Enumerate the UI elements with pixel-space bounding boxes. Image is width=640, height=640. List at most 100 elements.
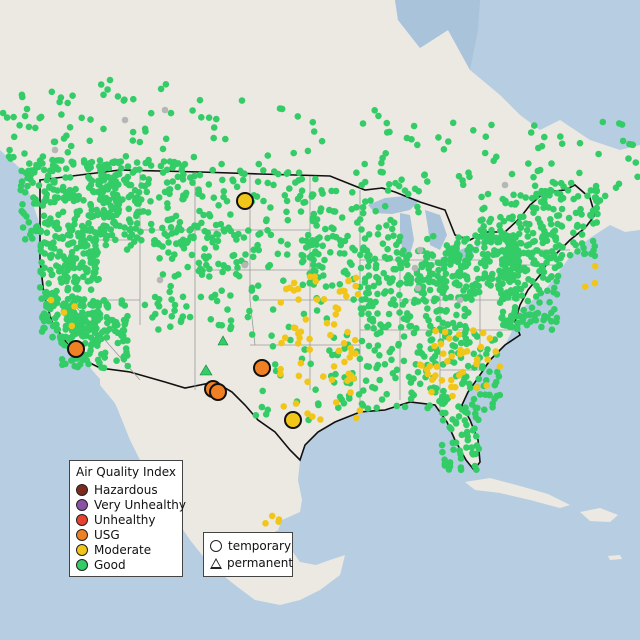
sensor-good-583[interactable] — [122, 345, 130, 352]
sensor-good-453[interactable] — [83, 242, 91, 249]
sensor-good-953[interactable] — [415, 208, 422, 216]
sensor-good-1382[interactable] — [504, 239, 512, 246]
sensor-good-1815[interactable] — [369, 383, 376, 391]
sensor-good-1796[interactable] — [416, 343, 424, 350]
sensor-good-1194[interactable] — [429, 252, 437, 259]
sensor-good-601[interactable] — [189, 179, 196, 186]
sensor-good-842[interactable] — [284, 216, 292, 224]
sensor-good-605[interactable] — [147, 220, 155, 228]
sensor-good-900[interactable] — [372, 207, 380, 215]
sensor-good-708[interactable] — [133, 234, 141, 241]
sensor-good-1009[interactable] — [401, 187, 409, 194]
sensor-good-1932[interactable] — [189, 107, 196, 114]
sensor-good-561[interactable] — [96, 359, 103, 367]
sensor-good-201[interactable] — [24, 174, 31, 182]
sensor-good-864[interactable] — [271, 168, 278, 175]
sensor-moderate-51[interactable] — [346, 354, 354, 361]
sensor-good-2013[interactable] — [410, 122, 418, 130]
sensor-good-59[interactable] — [112, 236, 119, 244]
sensor-good-1277[interactable] — [452, 257, 460, 265]
sensor-good-597[interactable] — [118, 297, 126, 304]
sensor-good-1787[interactable] — [452, 418, 460, 426]
sensor-good-1904[interactable] — [39, 153, 47, 160]
sensor-good-1506[interactable] — [543, 237, 551, 244]
sensor-good-883[interactable] — [297, 208, 305, 215]
sensor-good-840[interactable] — [274, 250, 282, 258]
sensor-good-1415[interactable] — [510, 191, 517, 199]
sensor-good-590[interactable] — [104, 304, 112, 311]
sensor-good-1336[interactable] — [448, 252, 456, 260]
sensor-good-835[interactable] — [201, 245, 208, 252]
sensor-moderate-75[interactable] — [437, 340, 445, 348]
sensor-good-791[interactable] — [207, 316, 215, 323]
sensor-good-719[interactable] — [195, 186, 202, 193]
sensor-good-742[interactable] — [166, 288, 173, 296]
sensor-good-189[interactable] — [18, 167, 25, 175]
sensor-good-1666[interactable] — [491, 395, 498, 403]
sensor-moderate-58[interactable] — [328, 376, 336, 384]
sensor-good-896[interactable] — [286, 185, 293, 192]
sensor-good-1619[interactable] — [518, 292, 526, 299]
sensor-good-684[interactable] — [145, 156, 152, 164]
sensor-good-1167[interactable] — [369, 318, 377, 325]
sensor-good-1010[interactable] — [390, 232, 397, 239]
sensor-good-1090[interactable] — [407, 322, 415, 330]
sensor-good-1953[interactable] — [632, 159, 640, 166]
sensor-good-1876[interactable] — [147, 109, 155, 117]
sensor-good-1851[interactable] — [374, 342, 382, 349]
sensor-good-731[interactable] — [168, 313, 176, 320]
sensor-good-1112[interactable] — [414, 298, 422, 305]
sensor-moderate-82[interactable] — [444, 358, 451, 365]
sensor-good-134[interactable] — [24, 182, 31, 190]
sensor-good-1857[interactable] — [356, 355, 364, 363]
sensor-good-1425[interactable] — [564, 187, 572, 194]
sensor-moderate-97[interactable] — [441, 328, 449, 336]
sensor-good-868[interactable] — [310, 210, 318, 218]
sensor-good-890[interactable] — [267, 204, 274, 211]
sensor-good-898[interactable] — [267, 231, 275, 239]
sensor-good-665[interactable] — [137, 208, 144, 216]
sensor-moderate-119[interactable] — [268, 512, 276, 520]
sensor-good-1757[interactable] — [457, 464, 465, 471]
sensor-good-1891[interactable] — [129, 128, 137, 136]
sensor-good-431[interactable] — [54, 253, 62, 260]
sensor-moderate-64[interactable] — [353, 414, 360, 422]
sensor-good-1679[interactable] — [489, 404, 496, 411]
sensor-good-761[interactable] — [148, 227, 156, 234]
sensor-good-1710[interactable] — [429, 355, 436, 363]
sensor-good-1809[interactable] — [360, 387, 367, 394]
sensor-good-2048[interactable] — [280, 277, 287, 285]
sensor-good-1976[interactable] — [531, 182, 539, 190]
sensor-good-1912[interactable] — [19, 93, 26, 101]
sensor-good-628[interactable] — [102, 241, 110, 249]
sensor-good-1911[interactable] — [64, 99, 71, 107]
sensor-good-1326[interactable] — [494, 282, 502, 289]
sensor-good-438[interactable] — [43, 289, 51, 297]
sensor-moderate-50[interactable] — [332, 311, 340, 318]
sensor-good-885[interactable] — [233, 183, 241, 191]
sensor-good-1482[interactable] — [542, 252, 550, 260]
sensor-good-1114[interactable] — [425, 317, 432, 324]
sensor-good-1424[interactable] — [484, 190, 492, 198]
sensor-good-478[interactable] — [73, 284, 81, 292]
sensor-moderate-8[interactable] — [317, 416, 324, 423]
sensor-good-1988[interactable] — [541, 133, 548, 141]
sensor-good-1790[interactable] — [400, 333, 408, 340]
sensor-good-866[interactable] — [264, 227, 271, 234]
sensor-moderate-106[interactable] — [463, 348, 471, 355]
sensor-good-2057[interactable] — [269, 343, 277, 350]
sensor-good-456[interactable] — [70, 264, 78, 272]
sensor-good-700[interactable] — [174, 183, 181, 191]
sensor-good-1331[interactable] — [453, 279, 460, 286]
sensor-good-787[interactable] — [151, 240, 158, 248]
sensor-good-206[interactable] — [75, 192, 82, 200]
sensor-inactive-8[interactable] — [121, 116, 129, 124]
sensor-good-98[interactable] — [72, 185, 79, 193]
sensor-good-381[interactable] — [80, 250, 87, 257]
sensor-good-823[interactable] — [292, 179, 299, 186]
sensor-good-1922[interactable] — [371, 107, 379, 114]
sensor-good-190[interactable] — [40, 212, 48, 220]
sensor-good-470[interactable] — [93, 246, 100, 254]
sensor-good-1060[interactable] — [433, 308, 440, 315]
sensor-good-1905[interactable] — [7, 155, 14, 162]
